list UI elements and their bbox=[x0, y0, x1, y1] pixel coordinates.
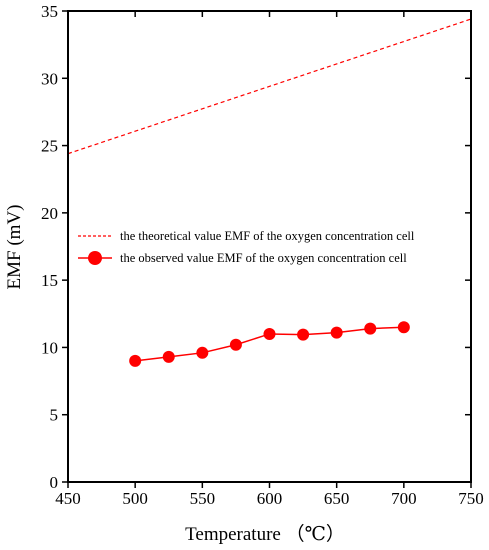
observed-emf-point bbox=[162, 350, 175, 363]
axis-ticks bbox=[62, 10, 472, 488]
x-tick-label: 700 bbox=[391, 489, 417, 508]
y-tick-label: 30 bbox=[41, 69, 58, 88]
x-tick-label: 650 bbox=[324, 489, 350, 508]
legend-marker-observed bbox=[88, 251, 102, 265]
x-tick-labels: 450 500 550 600 650 700 750 bbox=[55, 489, 484, 508]
observed-emf-point bbox=[297, 328, 310, 341]
observed-emf-point bbox=[129, 354, 142, 367]
plot-frame bbox=[67, 10, 472, 483]
y-axis-title: EMF (mV) bbox=[4, 205, 25, 290]
x-tick-label: 500 bbox=[122, 489, 148, 508]
plot-series bbox=[67, 18, 472, 367]
y-tick-label: 25 bbox=[41, 137, 58, 156]
observed-emf-point bbox=[330, 326, 343, 339]
x-tick-label: 550 bbox=[190, 489, 216, 508]
y-tick-label: 5 bbox=[50, 406, 59, 425]
x-axis-title: Temperature （℃） bbox=[185, 523, 345, 545]
observed-emf-point bbox=[196, 346, 209, 359]
observed-emf-point bbox=[263, 327, 276, 340]
x-tick-label: 600 bbox=[257, 489, 283, 508]
x-tick-label: 750 bbox=[458, 489, 484, 508]
y-tick-label: 20 bbox=[41, 204, 58, 223]
legend-label-theoretical: the theoretical value EMF of the oxygen … bbox=[120, 229, 415, 243]
x-tick-label: 450 bbox=[55, 489, 81, 508]
y-tick-label: 35 bbox=[41, 2, 58, 21]
observed-emf-point bbox=[397, 321, 410, 334]
theoretical-emf-line bbox=[67, 18, 472, 155]
legend: the theoretical value EMF of the oxygen … bbox=[78, 229, 415, 265]
observed-emf-point bbox=[229, 338, 242, 351]
y-tick-label: 15 bbox=[41, 271, 58, 290]
y-tick-labels: 0 5 10 15 20 25 30 35 bbox=[41, 2, 58, 492]
y-tick-label: 10 bbox=[41, 338, 58, 357]
observed-emf-point bbox=[364, 322, 377, 335]
y-tick-label: 0 bbox=[50, 473, 59, 492]
legend-label-observed: the observed value EMF of the oxygen con… bbox=[120, 251, 407, 265]
